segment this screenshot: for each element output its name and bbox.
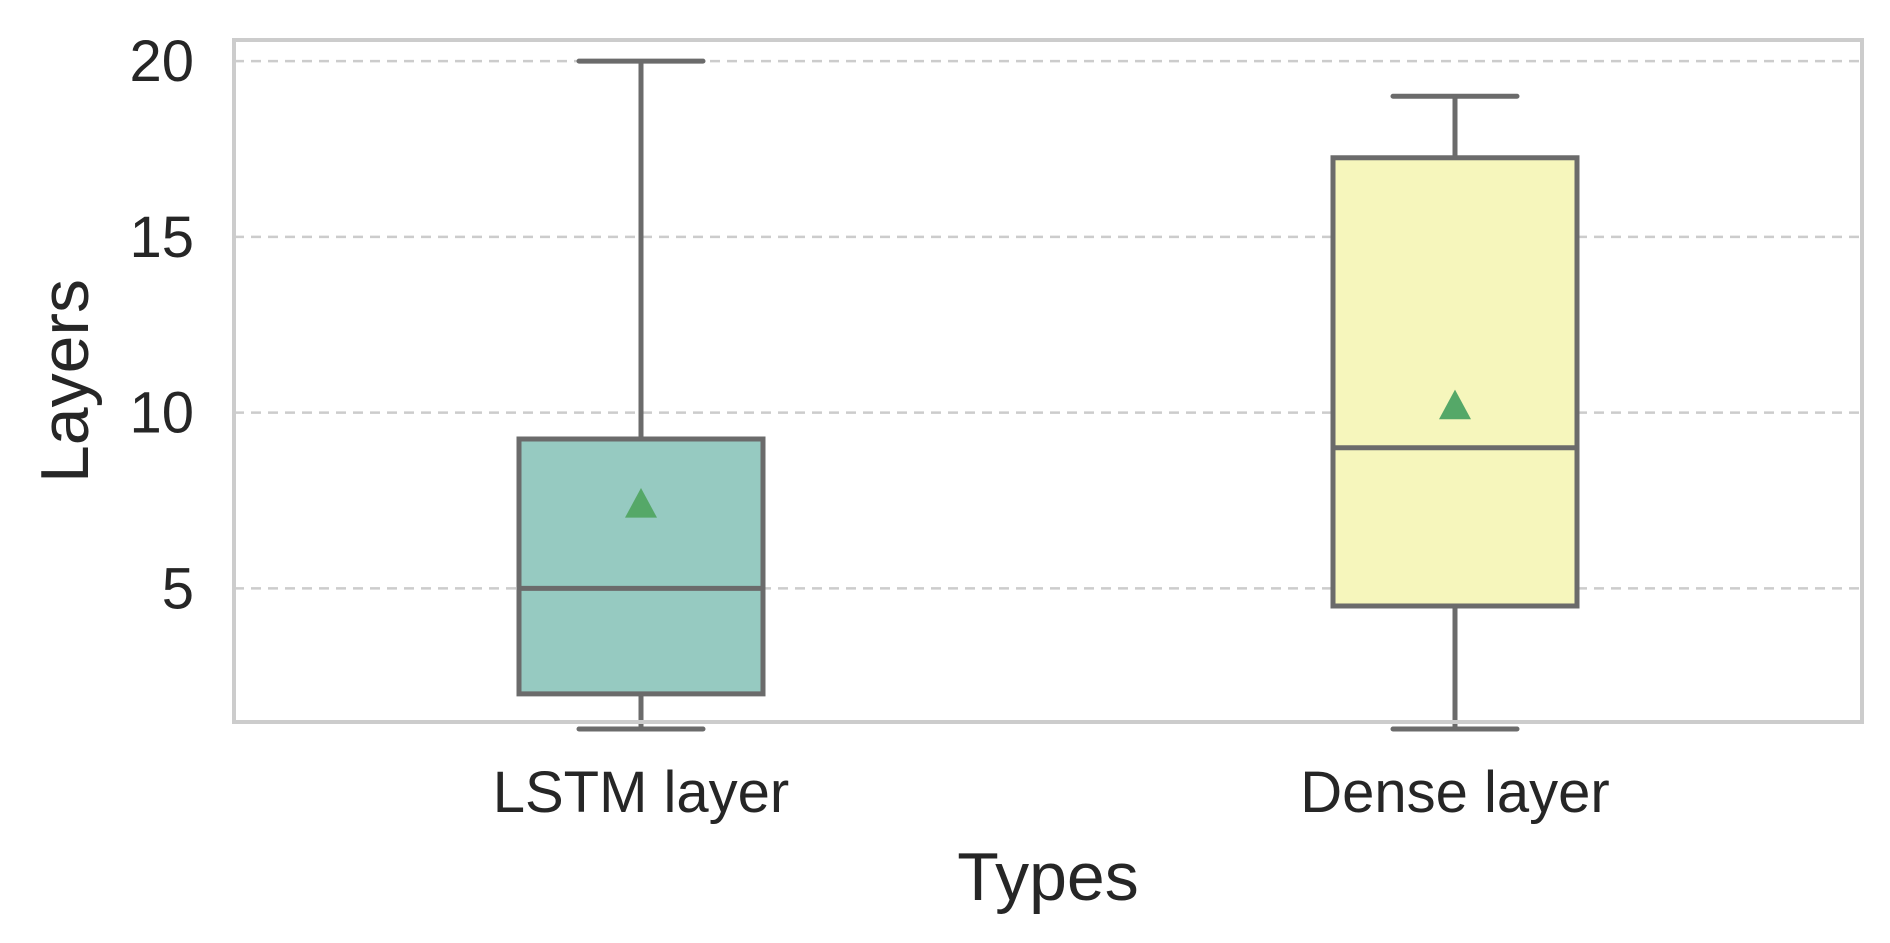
y-tick-label: 5: [162, 556, 194, 621]
y-tick-label: 15: [129, 205, 194, 270]
x-axis-title: Types: [957, 839, 1138, 915]
y-axis-ticks: 5 10 15 20: [129, 29, 194, 621]
box-0: [519, 61, 763, 729]
box-1: [1333, 96, 1577, 729]
y-tick-label: 10: [129, 381, 194, 446]
x-axis-ticks: LSTM layer Dense layer: [493, 760, 1610, 825]
box-iqr: [519, 439, 763, 694]
y-tick-label: 20: [129, 29, 194, 94]
x-tick-label: Dense layer: [1300, 760, 1609, 825]
y-axis-title: Layers: [27, 279, 103, 483]
x-tick-label: LSTM layer: [493, 760, 790, 825]
grid-lines: [234, 61, 1862, 588]
plot-area-frame: [234, 40, 1862, 722]
box-iqr: [1333, 158, 1577, 606]
box-series: [519, 61, 1577, 729]
